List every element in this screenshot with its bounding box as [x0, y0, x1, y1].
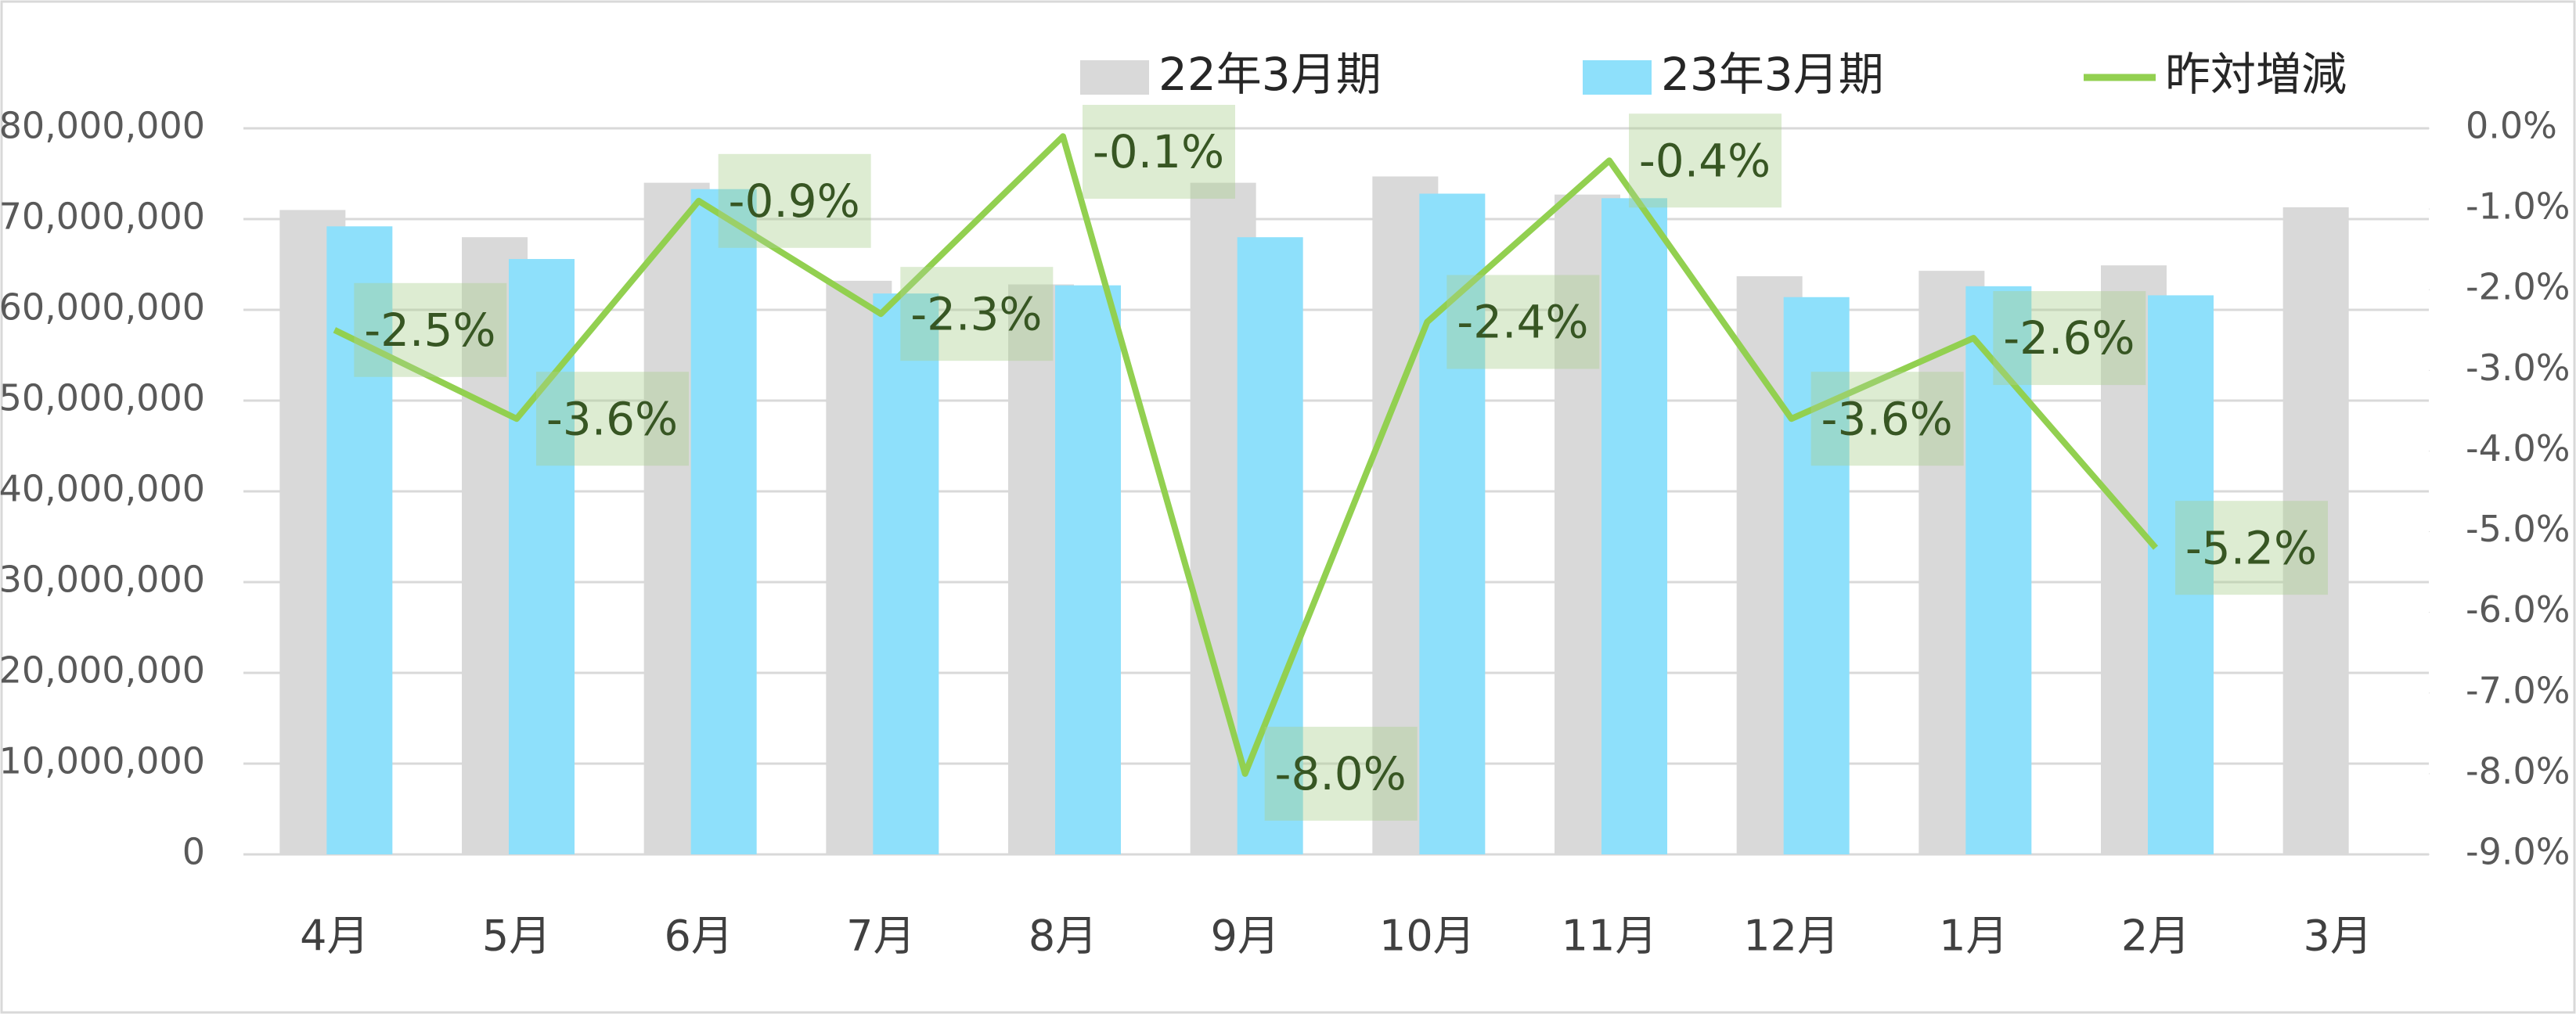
y-tick-label: 80,000,000: [0, 105, 205, 147]
data-label-box: [1083, 105, 1235, 199]
data-label-box: [1993, 291, 2146, 386]
x-tick-label: 8月: [1029, 912, 1097, 961]
y2-tick-label: -1.0%: [2466, 185, 2570, 228]
legend-swatch: [1080, 60, 1149, 95]
x-tick-label: 5月: [482, 912, 551, 961]
y2-tick-label: -4.0%: [2466, 427, 2570, 469]
bar: [1783, 297, 1850, 854]
y-tick-label: 20,000,000: [0, 649, 205, 692]
data-label: -2.6%: [2003, 311, 2135, 365]
data-label-box: [1264, 726, 1418, 821]
legend-label: 22年3月期: [1158, 48, 1382, 101]
bar: [509, 259, 575, 854]
bar: [1601, 198, 1667, 854]
data-label: -8.0%: [1275, 747, 1407, 800]
y2-tick-label: -5.0%: [2466, 508, 2570, 550]
data-label: -3.6%: [1821, 392, 1953, 445]
bar: [1055, 285, 1121, 854]
x-tick-label: 10月: [1379, 912, 1475, 961]
y2-tick-label: -3.0%: [2466, 347, 2570, 389]
y2-tick-label: -7.0%: [2466, 669, 2570, 711]
data-label-box: [718, 153, 871, 248]
y-tick-label: 40,000,000: [0, 468, 205, 510]
data-label: -5.2%: [2185, 521, 2317, 574]
x-tick-label: 4月: [300, 912, 369, 961]
y-tick-label: 70,000,000: [0, 196, 205, 238]
x-tick-label: 9月: [1210, 912, 1279, 961]
y-tick-label: 50,000,000: [0, 377, 205, 419]
bar: [873, 293, 939, 854]
data-label: -2.3%: [910, 287, 1042, 340]
x-tick-label: 6月: [664, 912, 733, 961]
x-tick-label: 12月: [1743, 912, 1839, 961]
x-tick-label: 7月: [846, 912, 915, 961]
bar: [2282, 207, 2349, 854]
data-label-box: [1629, 113, 1782, 208]
data-label: -2.5%: [364, 304, 495, 357]
y-tick-label: 10,000,000: [0, 740, 205, 782]
y2-tick-label: -8.0%: [2466, 750, 2570, 792]
bar: [1237, 237, 1303, 854]
y2-tick-label: -6.0%: [2466, 588, 2570, 631]
legend-label: 昨対増減: [2165, 48, 2347, 101]
y2-tick-label: -2.0%: [2466, 266, 2570, 308]
data-label-box: [900, 267, 1054, 361]
y-tick-label: 0: [182, 831, 205, 873]
bar: [2148, 295, 2214, 854]
legend-swatch: [1583, 60, 1652, 95]
data-label: -0.1%: [1093, 125, 1224, 178]
data-label-box: [1447, 275, 1600, 369]
x-tick-label: 1月: [1939, 912, 2008, 961]
data-label-box: [2175, 501, 2328, 595]
data-label: -0.4%: [1639, 134, 1771, 187]
x-tick-label: 3月: [2303, 912, 2372, 961]
data-label: -0.9%: [729, 174, 860, 228]
line: [333, 133, 2159, 777]
x-tick-label: 11月: [1562, 912, 1658, 961]
legend-label: 23年3月期: [1661, 48, 1884, 101]
y-tick-label: 60,000,000: [0, 286, 205, 329]
y2-tick-label: 0.0%: [2466, 105, 2557, 147]
y2-tick-label: -9.0%: [2466, 831, 2570, 873]
data-label-box: [1810, 372, 1964, 466]
y-tick-label: 30,000,000: [0, 559, 205, 601]
data-label: -2.4%: [1457, 296, 1588, 349]
x-tick-label: 2月: [2121, 912, 2190, 961]
bar: [690, 189, 757, 855]
bar: [1965, 286, 2032, 855]
data-label-box: [536, 372, 689, 466]
data-label: -3.6%: [546, 392, 678, 445]
data-label-box: [354, 282, 507, 377]
